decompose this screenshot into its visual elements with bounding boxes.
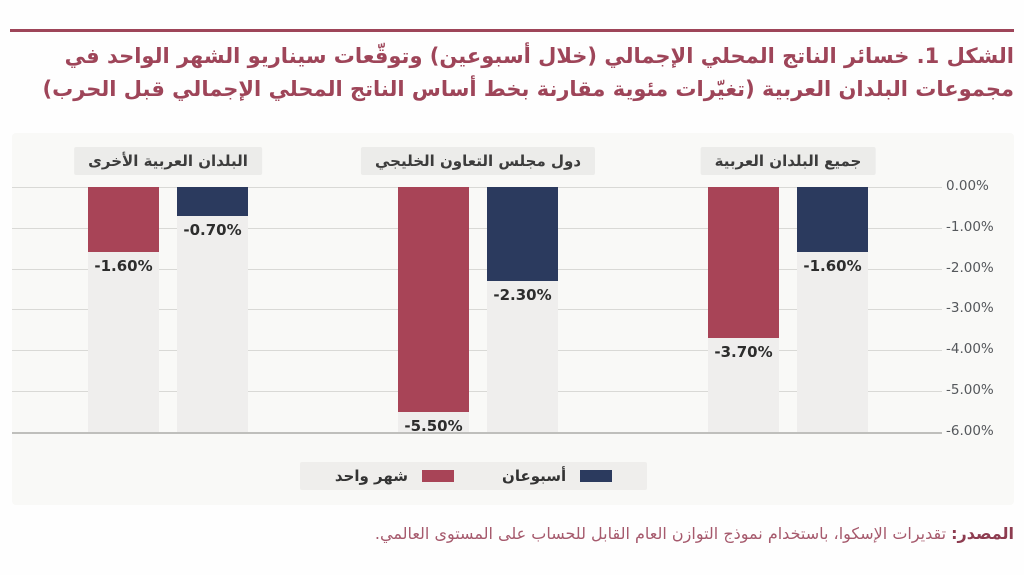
bar-value-label: -1.60% [803,257,862,276]
bar-slot: -2.30% [487,187,558,432]
legend-item-one-month[interactable]: شهر واحد [334,467,455,485]
y-axis-tick-label: -5.00% [946,382,994,399]
gridline [12,309,942,311]
source-label: المصدر: [951,524,1014,543]
source-text: تقديرات الإسكوا، باستخدام نموذج التوازن … [374,524,952,543]
legend-item-two-weeks[interactable]: أسبوعان [502,467,613,485]
bar-value-label: -0.70% [183,220,242,239]
bar-background-band [177,187,248,432]
category-label-all-arab-countries: جميع البلدان العربية [700,147,876,175]
y-axis-tick-label: -1.00% [946,218,994,235]
bar-value-label: -3.70% [714,343,773,362]
bar-slot: -1.60% [88,187,159,432]
source-note: المصدر: تقديرات الإسكوا، باستخدام نموذج … [10,521,1014,547]
gridline [12,268,942,270]
category-label-other-arab-countries: البلدان العربية الأخرى [74,147,262,175]
y-axis-tick-label: -3.00% [946,300,994,317]
chart-legend: أسبوعان شهر واحد [300,462,647,490]
bar-group-other-arab-countries: البلدان العربية الأخرى -1.60% -0.70% [74,147,262,432]
gridline [12,391,942,393]
y-axis-tick-label: 0.00% [946,178,989,194]
gridline [12,350,942,352]
legend-label: أسبوعان [502,467,567,485]
bar-two-weeks[interactable] [487,187,558,281]
bar-value-label: -1.60% [94,257,153,276]
legend-swatch-maroon [422,470,455,482]
figure-title-text: خسائر الناتج المحلي الإجمالي (خلال أسبوع… [42,44,1014,101]
y-axis-tick-label: -2.00% [946,259,994,276]
bar-slot: -1.60% [797,187,868,432]
figure-title: الشكل 1. خسائر الناتج المحلي الإجمالي (خ… [10,40,1014,106]
legend-swatch-navy [580,470,613,482]
y-axis-tick-label: -4.00% [946,341,994,358]
title-rule [10,29,1014,32]
bar-two-weeks[interactable] [797,187,868,253]
bar-value-label: -5.50% [404,416,463,435]
gridline [12,187,942,188]
legend-label: شهر واحد [334,467,409,485]
gridline [12,431,942,434]
bar-group-all-arab-countries: جميع البلدان العربية -3.70% -1.60% [700,147,876,432]
gridline [12,227,942,229]
bar-slot: -0.70% [177,187,248,432]
bar-one-month[interactable] [88,187,159,253]
bar-slot: -5.50% [398,187,469,435]
bar-one-month[interactable] [398,187,469,412]
figure-number-label: الشكل 1. [916,44,1014,68]
category-label-gcc-countries: دول مجلس التعاون الخليجي [360,147,596,175]
bar-two-weeks[interactable] [177,187,248,216]
bar-chart: 0.00% -1.00% -2.00% -3.00% -4.00% -5.00% -6.00… [12,133,1014,505]
bar-slot: -3.70% [708,187,779,432]
y-axis-tick-label: -6.00% [946,422,994,439]
bar-value-label: -2.30% [493,285,552,304]
bar-one-month[interactable] [708,187,779,339]
bar-group-gcc-countries: دول مجلس التعاون الخليجي -5.50% -2.30% [360,147,596,435]
